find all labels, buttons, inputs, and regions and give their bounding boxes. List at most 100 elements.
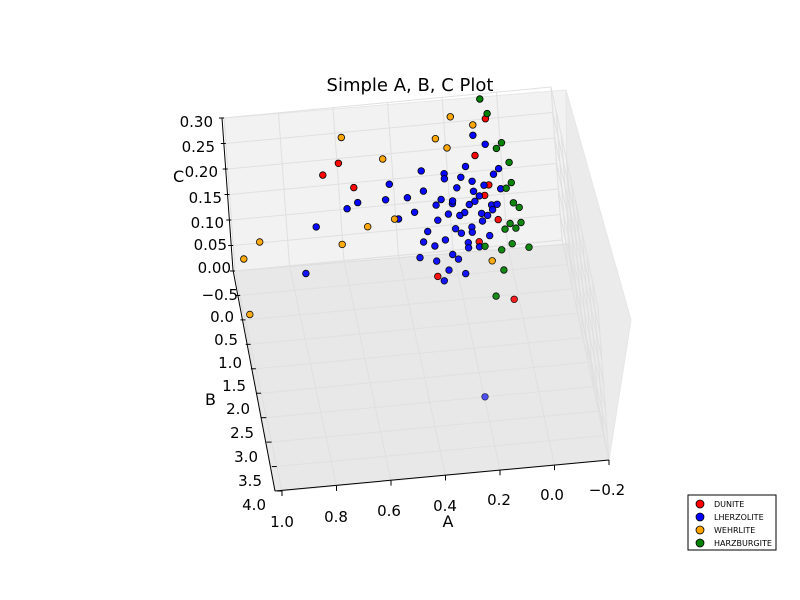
data-point-dunite [319, 171, 327, 179]
a-tick-label: −0.2 [589, 481, 625, 499]
grid-line [561, 239, 610, 461]
data-point-lherzolite [477, 209, 486, 218]
c-tick-label: 0.20 [185, 163, 218, 181]
data-point-wehrlite [488, 257, 496, 265]
c-axis-label: C [173, 167, 184, 186]
c-tick-label: 0.10 [191, 214, 224, 232]
data-point-harzburgite [506, 219, 514, 228]
data-point-lherzolite [475, 192, 483, 200]
a-tick-label: 0.0 [540, 486, 564, 504]
tick-marks [219, 117, 610, 496]
data-point-harzburgite [507, 178, 515, 187]
data-point-lherzolite [469, 131, 477, 139]
data-point-dunite [471, 151, 479, 160]
b-axis-ticks: −0.5 0.0 0.5 1.0 1.5 2.0 2.5 3.0 3.5 4.0 [202, 286, 266, 514]
data-point-harzburgite [515, 203, 523, 212]
data-point-harzburgite [476, 95, 484, 103]
data-point-wehrlite [246, 310, 254, 319]
b-tick-label: 3.5 [238, 472, 262, 490]
data-point-harzburgite [492, 292, 500, 300]
grid-line [245, 288, 573, 321]
data-point-lherzolite [440, 175, 449, 183]
data-point-lherzolite [465, 200, 473, 209]
c-tick-label: 0.05 [194, 236, 227, 254]
grid-line [554, 137, 603, 359]
legend-marker-harzburgite [695, 538, 705, 548]
grid-line [240, 263, 568, 296]
data-point-harzburgite [481, 242, 489, 250]
data-point-lherzolite [445, 266, 453, 274]
data-point-lherzolite [462, 269, 470, 278]
data-point-lherzolite [478, 217, 487, 225]
data-point-harzburgite [517, 218, 525, 227]
data-point-lherzolite [419, 238, 428, 246]
legend-marker-dunite [695, 499, 705, 509]
data-point-wehrlite [337, 133, 345, 142]
data-point-lherzolite [434, 216, 442, 224]
b-tick-label: 1.0 [218, 354, 242, 372]
grid-line [233, 214, 561, 246]
data-point-lherzolite [441, 236, 450, 244]
data-point-lherzolite [481, 140, 489, 148]
data-point-lherzolite [481, 393, 489, 401]
grid-line [266, 386, 594, 419]
grid-line [223, 86, 552, 119]
data-point-lherzolite [416, 253, 424, 262]
data-point-lherzolite [486, 231, 494, 240]
grid-line [550, 86, 599, 308]
data-point-lherzolite [410, 208, 419, 216]
c-tick-label: 0.15 [189, 189, 222, 207]
data-point-dunite [350, 183, 358, 192]
c-tick-label: 0.25 [182, 138, 215, 156]
data-point-lherzolite [454, 255, 463, 263]
grid-line [250, 312, 578, 345]
data-point-lherzolite [403, 193, 412, 202]
data-point-wehrlite [390, 215, 399, 223]
b-tick-label: 2.0 [226, 400, 250, 418]
b-tick-label: 2.5 [230, 424, 254, 442]
grid-line [343, 260, 392, 481]
data-point-lherzolite [419, 187, 428, 195]
data-point-lherzolite [453, 184, 461, 192]
grid-line [398, 255, 446, 476]
grid-line [234, 270, 283, 492]
data-point-lherzolite [451, 224, 460, 233]
data-point-harzburgite [512, 224, 520, 232]
data-point-wehrlite [431, 134, 440, 143]
data-point-wehrlite [446, 113, 454, 121]
legend-marker-lherzolite [695, 512, 705, 522]
a-tick-label: 1.0 [270, 513, 294, 531]
data-point-lherzolite [381, 196, 390, 204]
grid-line [271, 410, 599, 443]
data-point-lherzolite [471, 197, 479, 205]
grid-line [552, 112, 601, 333]
data-point-harzburgite [500, 266, 508, 274]
b-tick-label: 1.5 [222, 377, 246, 395]
data-point-lherzolite [480, 181, 488, 189]
data-point-lherzolite [385, 180, 393, 188]
legend: DUNITE LHERZOLITE WEHRLITE HARZBURGITE [687, 494, 777, 551]
data-point-lherzolite [444, 210, 453, 218]
data-point-lherzolite [456, 211, 464, 220]
data-point-wehrlite [379, 155, 387, 163]
c-tick-label: 0.00 [198, 259, 231, 277]
a-tick-label: 0.2 [487, 491, 511, 509]
data-point-harzburgite [501, 225, 509, 233]
data-point-dunite [434, 272, 442, 281]
data-point-wehrlite [338, 240, 346, 249]
a-axis-ticks: 1.0 0.8 0.6 0.4 0.2 0.0 −0.2 [270, 481, 625, 531]
grid-line [234, 239, 563, 272]
data-point-lherzolite [483, 211, 492, 220]
data-point-harzburgite [502, 184, 510, 192]
b-tick-label: −0.5 [202, 286, 238, 304]
data-point-wehrlite [256, 238, 264, 246]
data-point-lherzolite [432, 201, 440, 209]
b-tick-label: 0.0 [210, 308, 234, 326]
data-point-dunite [334, 159, 343, 167]
grid-line [276, 435, 604, 468]
grid-line [255, 337, 583, 370]
b-axis-line [232, 269, 276, 492]
b-tick-label: 0.5 [214, 331, 238, 349]
data-point-harzburgite [508, 239, 516, 248]
a-tick-label: 0.8 [324, 508, 348, 526]
